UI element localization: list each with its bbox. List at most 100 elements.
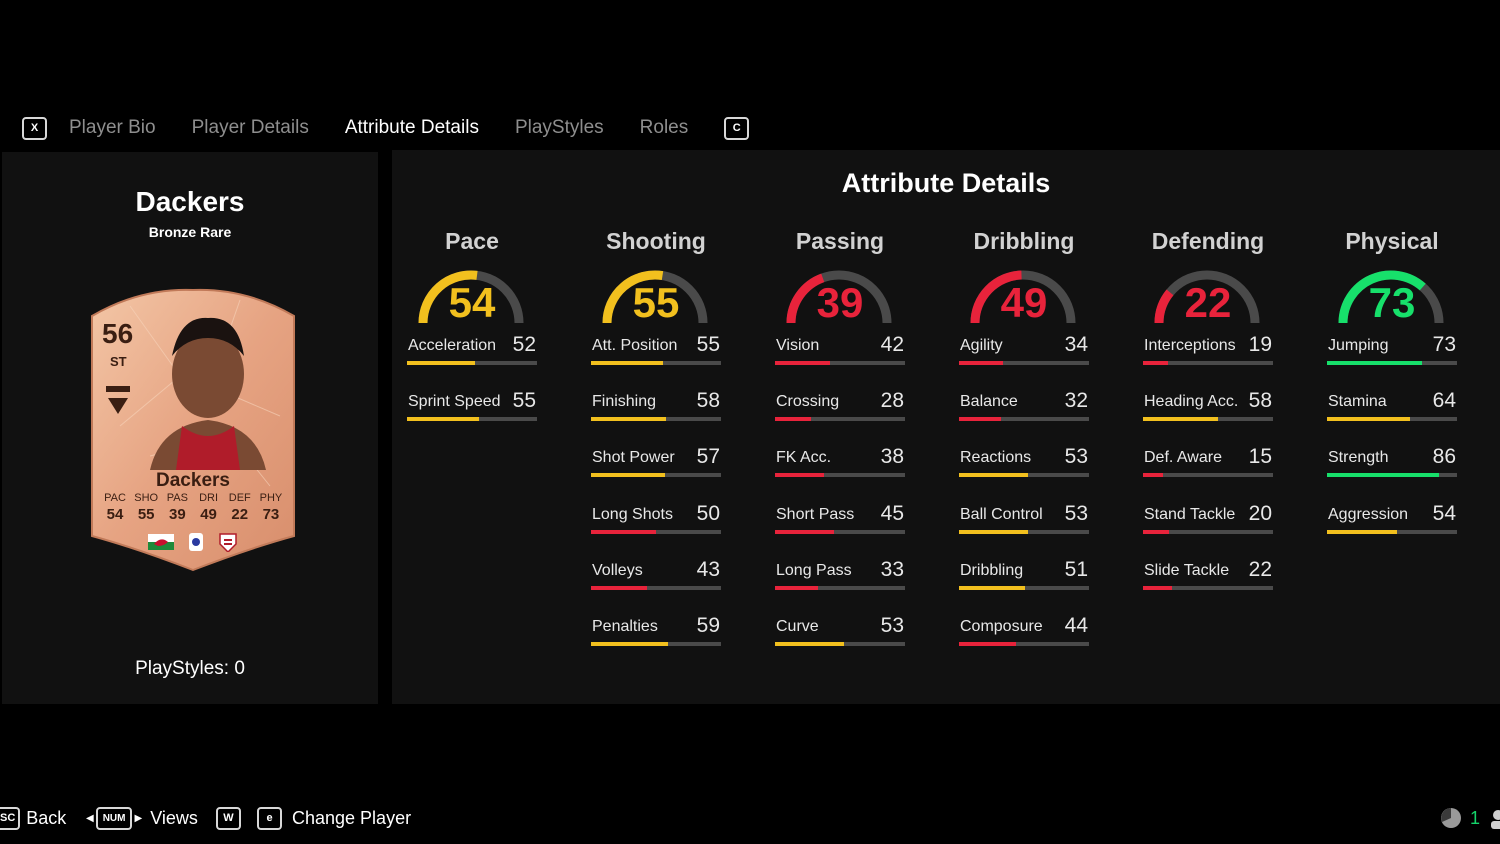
card-rating: 56 — [102, 318, 134, 349]
category-gauge-pace: 54 — [407, 263, 537, 337]
club-badge-icon — [219, 533, 237, 552]
category-title-passing: Passing — [795, 228, 885, 254]
attribute-value: 50 — [696, 501, 720, 525]
tab-player-details[interactable]: Player Details — [191, 117, 309, 138]
gauge-arc-physical — [1338, 270, 1444, 324]
pie-status-icon — [1440, 808, 1461, 828]
category-title-pace: Pace — [445, 228, 499, 254]
attribute-bar — [591, 361, 721, 365]
attribute-value: 20 — [1248, 501, 1272, 525]
attribute-row: Agility 34 — [959, 333, 1089, 393]
attribute-bar-fill — [1327, 473, 1439, 478]
card-badges — [148, 532, 238, 552]
back-label: Back — [26, 807, 67, 828]
w-key-control[interactable]: W — [216, 804, 251, 832]
attribute-column-dribbling: Dribbling 49 Agility 34 Balance 32 Reactions 53… — [959, 228, 1089, 674]
views-label: Views — [150, 807, 198, 828]
attribute-bar — [959, 361, 1089, 365]
attribute-value: 15 — [1248, 445, 1272, 469]
player-card: 56 ST Dackers PAC 54 SHO 55 PAS 39 DRI 49 DE… — [90, 286, 296, 572]
attribute-bar — [775, 417, 905, 422]
attribute-bar — [1143, 361, 1273, 365]
attribute-row: FK Acc. 38 — [775, 445, 905, 505]
attribute-value: 57 — [696, 445, 720, 469]
attribute-name: Jumping — [1328, 337, 1389, 354]
change-player-label: Change Player — [292, 807, 412, 828]
numpad-key-hint: NUM — [95, 806, 133, 830]
category-value-passing: 39 — [816, 279, 864, 326]
category-value-dribbling: 49 — [1000, 279, 1048, 326]
category-gauge-passing: 39 — [775, 263, 905, 337]
attribute-row: Interceptions 19 — [1143, 333, 1273, 393]
attribute-value: 73 — [1432, 333, 1456, 356]
attribute-name: Slide Tackle — [1144, 561, 1230, 579]
attribute-row: Sprint Speed 55 — [407, 389, 537, 449]
tab-playstyles[interactable]: PlayStyles — [514, 117, 604, 138]
attribute-value: 55 — [696, 333, 720, 356]
attribute-bar-fill — [591, 585, 647, 590]
next-tab-key-hint[interactable]: C — [724, 116, 750, 140]
attribute-value: 42 — [880, 333, 904, 356]
attribute-bar — [775, 473, 905, 478]
attribute-name: Penalties — [592, 617, 658, 635]
card-stats: PAC 54 SHO 55 PAS 39 DRI 49 DEF 22 PHY 73 — [100, 492, 286, 523]
attribute-bar — [1143, 417, 1273, 422]
change-player-control[interactable]: e Change Player — [257, 804, 411, 832]
attribute-name: Ball Control — [960, 505, 1043, 523]
category-value-physical: 73 — [1368, 279, 1416, 326]
playstyles-count: PlayStyles: 0 — [135, 658, 245, 679]
attribute-value: 22 — [1248, 557, 1272, 581]
attribute-bar — [775, 585, 905, 590]
attribute-bar — [1143, 473, 1273, 478]
attribute-bar-fill — [407, 417, 479, 422]
attribute-value: 53 — [1064, 501, 1088, 525]
attribute-value: 52 — [512, 333, 536, 356]
card-position: ST — [110, 354, 127, 369]
views-control[interactable]: ◀ NUM ▶ Views — [86, 804, 198, 832]
attribute-name: Curve — [776, 617, 819, 635]
attribute-row: Stand Tackle 20 — [1143, 502, 1273, 562]
attribute-value: 34 — [1064, 333, 1088, 356]
attribute-row: Long Shots 50 — [591, 502, 721, 562]
attribute-bar — [1143, 585, 1273, 590]
attribute-name: Shot Power — [592, 449, 675, 467]
card-stat-dri: DRI 49 — [199, 492, 219, 523]
attribute-row: Penalties 59 — [591, 614, 721, 674]
attribute-bar — [591, 529, 721, 534]
attribute-value: 55 — [512, 389, 536, 413]
attribute-details-title: Attribute Details — [841, 168, 1051, 198]
tab-attribute-details[interactable]: Attribute Details — [344, 117, 479, 138]
attribute-row: Vision 42 — [775, 333, 905, 393]
category-gauge-physical: 73 — [1327, 263, 1457, 337]
attribute-name: Stand Tackle — [1144, 505, 1236, 523]
attribute-bar-fill — [1327, 417, 1411, 422]
back-control[interactable]: SC Back — [0, 804, 66, 832]
w-key-hint: W — [216, 806, 241, 830]
attribute-name: Acceleration — [408, 337, 497, 354]
attribute-bar-fill — [775, 585, 818, 590]
tab-roles[interactable]: Roles — [639, 117, 689, 138]
attribute-name: Long Pass — [776, 561, 852, 579]
category-value-pace: 54 — [448, 279, 496, 326]
attribute-bar — [959, 473, 1089, 478]
attribute-row: Shot Power 57 — [591, 445, 721, 505]
attribute-row: Stamina 64 — [1327, 389, 1457, 449]
attribute-name: Interceptions — [1144, 337, 1236, 354]
attribute-bar — [1327, 417, 1457, 422]
attribute-bar-fill — [1143, 417, 1219, 422]
category-value-shooting: 55 — [632, 279, 680, 326]
card-stat-pac: PAC 54 — [104, 492, 126, 523]
category-title-physical: Physical — [1345, 228, 1439, 254]
tab-bar: X Player Bio Player Details Attribute De… — [22, 112, 750, 144]
attribute-name: Crossing — [776, 393, 840, 411]
attribute-row: Curve 53 — [775, 614, 905, 674]
attribute-name: Long Shots — [592, 505, 673, 523]
attribute-value: 54 — [1432, 501, 1456, 525]
prev-tab-key-hint[interactable]: X — [22, 116, 47, 140]
attribute-bar-fill — [1143, 585, 1172, 590]
attribute-bar-fill — [591, 529, 656, 534]
attribute-value: 43 — [696, 557, 720, 581]
attribute-value: 19 — [1248, 333, 1272, 356]
tab-player-bio[interactable]: Player Bio — [69, 117, 156, 138]
attribute-row: Composure 44 — [959, 614, 1089, 674]
